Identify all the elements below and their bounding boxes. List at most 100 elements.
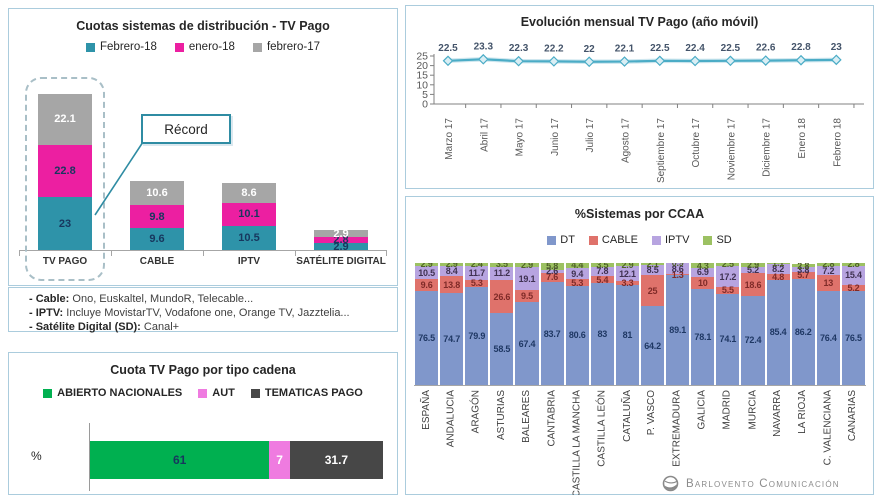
month-label: Febrero 18: [832, 118, 843, 167]
bar-value-label: 12.1: [619, 268, 636, 279]
bar-value-label: 15.4: [845, 270, 862, 281]
bar-segment-dt: [741, 295, 765, 385]
bar-value-label: 8.4: [445, 265, 458, 276]
bar-segment-cable: [540, 272, 564, 283]
bar-value-label: 17.2: [719, 271, 737, 282]
bar-segment-cable: [515, 290, 539, 303]
bar-value-label: 1.1: [772, 263, 785, 269]
bar-segment-dt: [515, 302, 539, 385]
point-value-label: 22.5: [721, 43, 741, 54]
bar-segment-dt: [490, 313, 514, 385]
bar-segment-iptv: [590, 266, 614, 277]
bar-value-label: 4.8: [772, 272, 785, 283]
legend-swatch: [652, 235, 661, 245]
bar-value-label: 74.7: [443, 334, 461, 345]
bar-segment-cable: [716, 287, 740, 294]
bar-value-label: 19.1: [518, 273, 536, 284]
legend-item-febrero-17: febrero-17: [252, 41, 320, 53]
month-label: Agosto 17: [621, 118, 632, 163]
bar-value-label: 7.2: [822, 265, 835, 276]
legend-ccaa: DT CABLE IPTV SD: [406, 234, 873, 246]
month-label: Junio 17: [550, 118, 561, 156]
bar-value-label: 10.5: [238, 231, 260, 244]
bar-segment-sd: [540, 263, 564, 270]
ccaa-plot-area: 76.5 9.6 10.5 2.9 74.7 13.8 8.4 2.9 79.9 5.3 11.7 2…: [414, 263, 866, 386]
bar-value-label: 3.8: [797, 264, 810, 275]
legend-item-febrero-18: Febrero-18: [86, 41, 157, 53]
bar-segment-sd: [691, 263, 715, 269]
diamond-marker: [795, 54, 807, 66]
diamond-marker: [725, 55, 736, 67]
footnote-iptv: - IPTV: Incluye MovistarTV, Vodafone one…: [9, 306, 397, 320]
month-label: Noviembre 17: [726, 118, 737, 181]
bar-segment-dt: [641, 306, 665, 385]
bar-segment-dt: [615, 285, 639, 385]
bar-value-label: 2.4: [470, 263, 483, 270]
bar-value-label: 10.1: [238, 208, 260, 221]
bar-value-label: 2.9: [747, 263, 759, 270]
bar-value-label: 8.6: [671, 263, 684, 274]
record-callout: Récord: [141, 114, 231, 144]
bar-segment-cable: [741, 273, 765, 296]
bar-segment-dt: [415, 290, 439, 385]
legend-swatch: [86, 42, 95, 52]
bar-value-label: 64.2: [644, 340, 661, 351]
category-label: LA RIOJA: [797, 390, 809, 434]
bar-value-label: 1.3: [671, 269, 684, 280]
point-value-label: 22.6: [756, 43, 776, 54]
category-label: TV PAGO: [42, 256, 88, 267]
bar-value-label: 11.2: [493, 268, 510, 279]
bar-segment-cable: [590, 276, 614, 283]
axis-tick: [19, 250, 20, 256]
category-label: CANTABRIA: [546, 390, 558, 447]
bar-segment-cable: [766, 274, 790, 280]
bar-value-label: 3.5: [596, 263, 609, 270]
category-label: ARAGÓN: [470, 390, 482, 434]
legend-swatch: [198, 388, 208, 398]
bar-segment-iptv: [490, 266, 514, 281]
bar-segment-sd: [791, 263, 815, 268]
bar-segment-sd: [766, 263, 790, 264]
diamond-marker: [760, 55, 772, 66]
category-label: NAVARRA: [772, 390, 784, 437]
bar-segment-sd: [515, 263, 539, 267]
bar-value-label: 2.9: [420, 263, 433, 270]
bar-segment-cable: [841, 284, 865, 291]
y-tick-label: 0: [422, 99, 428, 111]
bar-value-label: 0.9: [664, 263, 691, 268]
diamond-marker: [477, 53, 489, 65]
axis-tick: [386, 250, 387, 256]
bar-segment-sd: [716, 263, 740, 266]
month-label: Abril 17: [479, 118, 490, 152]
bar-value-label: 67.4: [518, 338, 536, 349]
footnote-sd-text: Canal+: [140, 321, 180, 333]
legend-label: enero-18: [188, 41, 235, 53]
point-value-label: 22.5: [438, 43, 458, 54]
bar-value-label: 2.9: [333, 240, 349, 253]
legend-item-cable: CABLE: [588, 234, 638, 246]
bar-segment-Febrero-18: [38, 197, 92, 250]
bar-value-label: 26.6: [493, 291, 511, 302]
bar-value-label: 10.5: [418, 267, 435, 278]
bar-value-label: 13: [823, 278, 834, 289]
bar-value-label: 2.9: [521, 263, 533, 271]
bar-value-label: 2.8: [797, 263, 810, 271]
legend-label: IPTV: [665, 234, 690, 246]
bar-value-label: 5.3: [470, 278, 483, 289]
month-label: Mayo 17: [515, 118, 526, 157]
bar-segment-sd: [490, 263, 514, 267]
bar-value-label: 9.6: [420, 280, 433, 291]
bar-value-label: 5.4: [596, 274, 609, 285]
point-value-label: 22.8: [791, 42, 811, 53]
category-label: CANARIAS: [847, 390, 859, 442]
bar-segment-iptv: [791, 267, 815, 272]
bar-segment-febrero-17: [38, 93, 92, 145]
bar-segment-iptv: [540, 269, 564, 273]
record-callout-label: Récord: [164, 121, 208, 137]
bar-value-label: 18.6: [744, 279, 762, 290]
bar-segment-cable: [490, 280, 514, 314]
bar-value-label: 2.6: [546, 266, 559, 277]
diamond-marker: [619, 56, 630, 67]
legend-item-aut: AUT: [198, 387, 235, 399]
